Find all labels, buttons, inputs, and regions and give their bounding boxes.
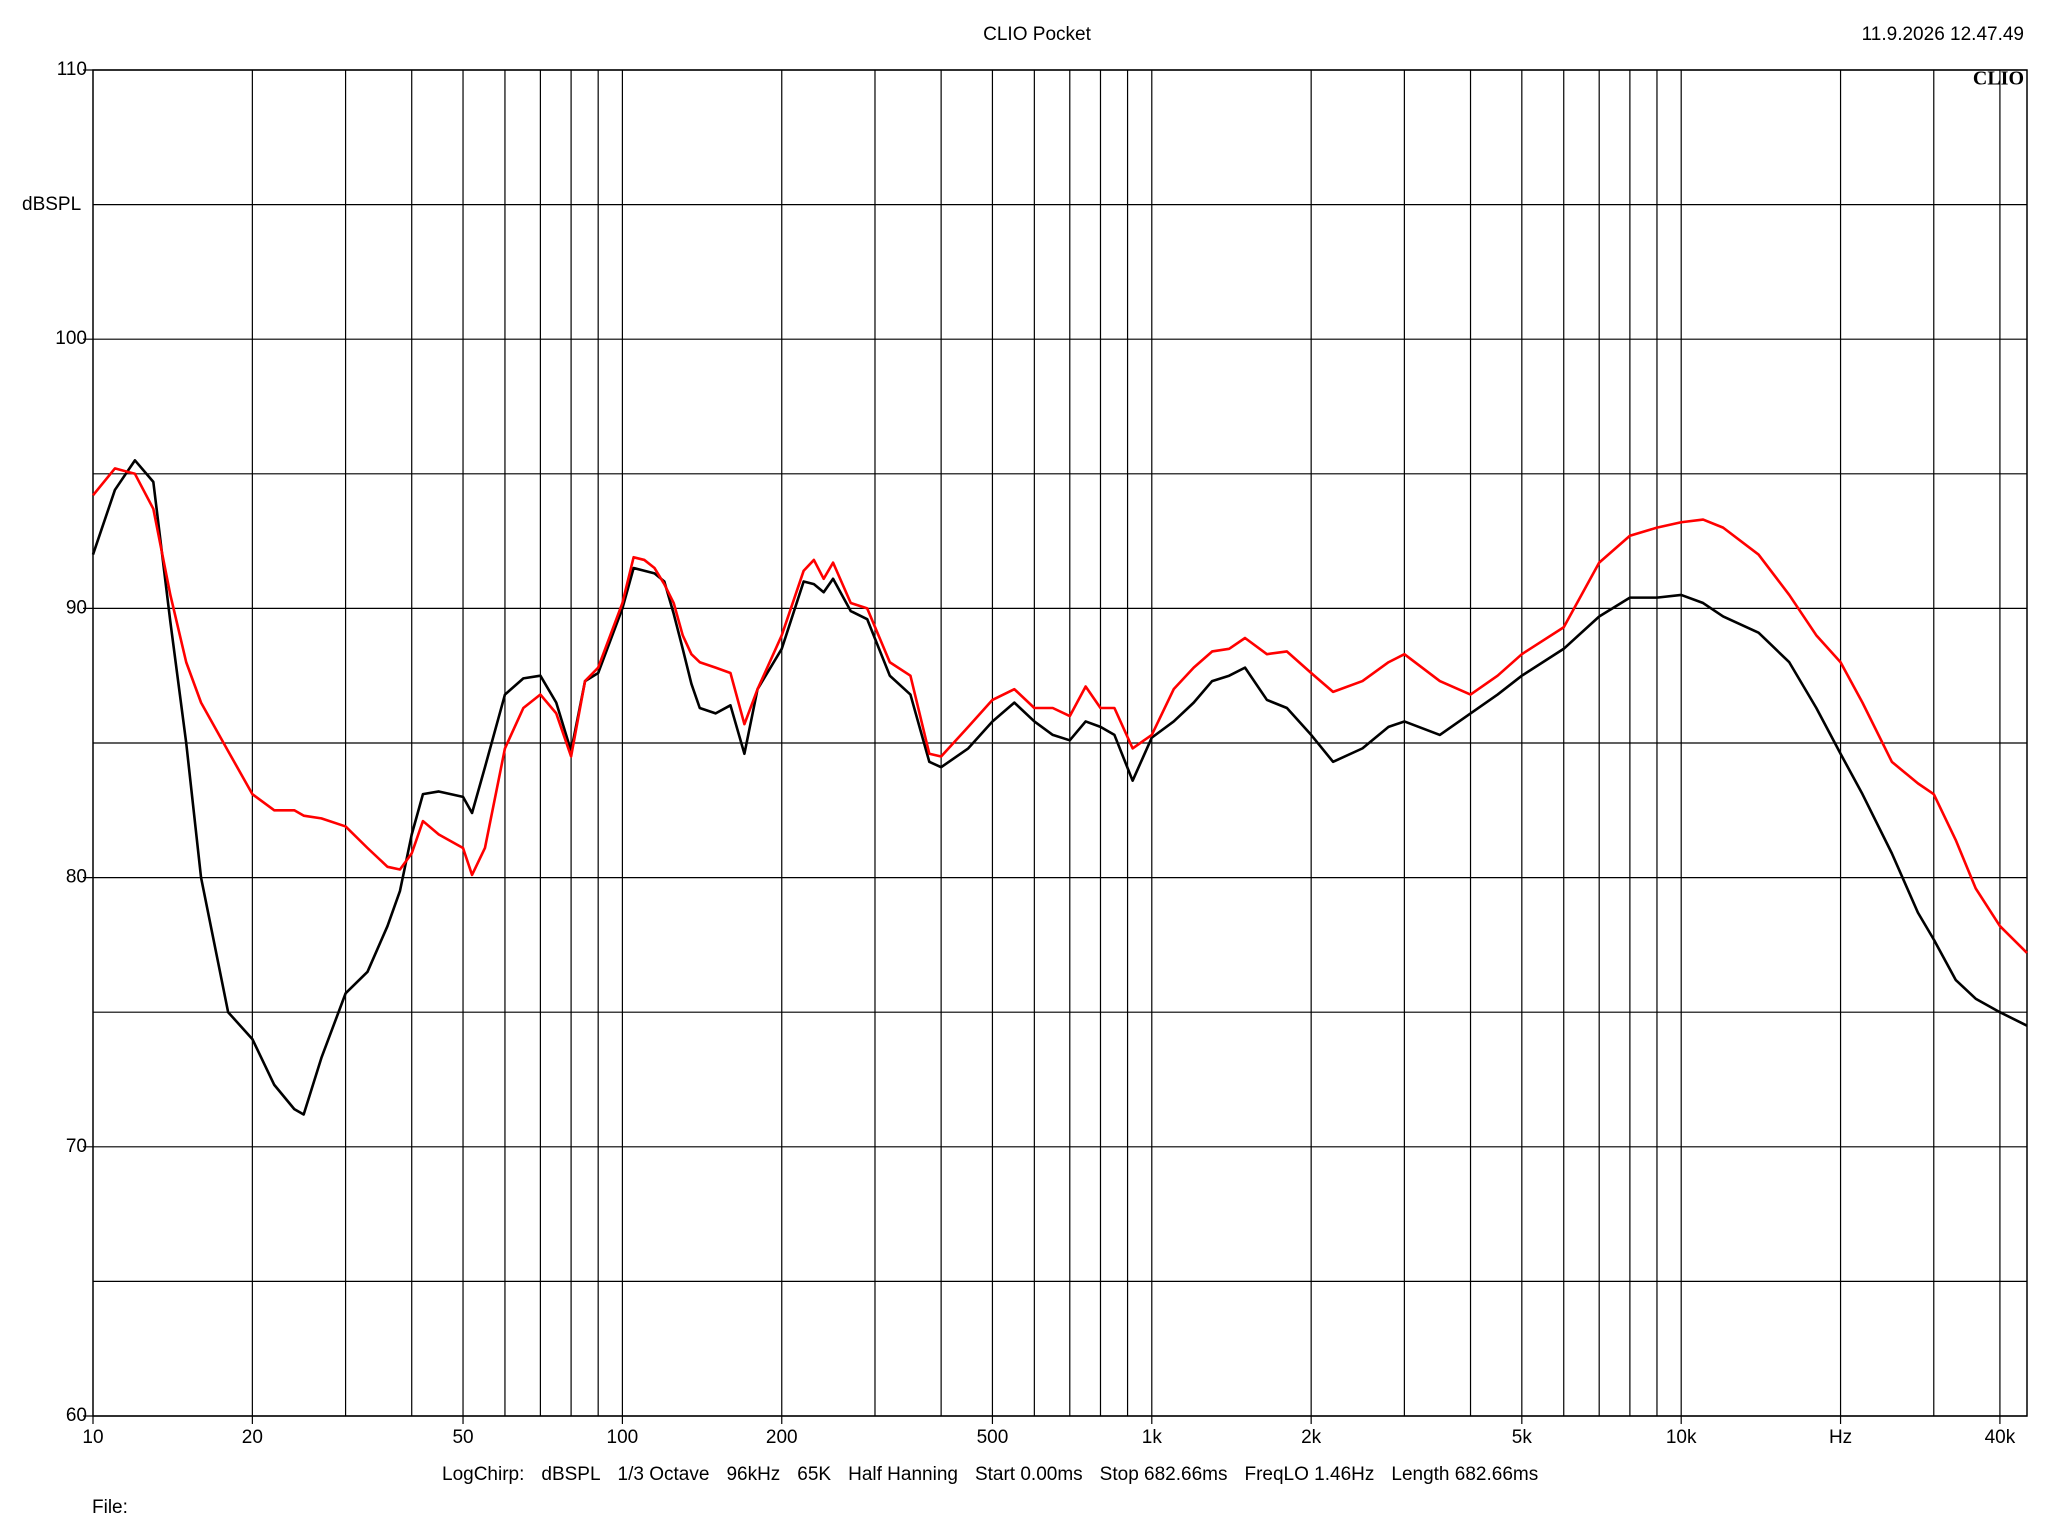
timestamp: 11.9.2026 12.47.49 [1862, 24, 2024, 45]
logo: CLIO [1973, 68, 2024, 90]
y-tick-label: 80 [66, 867, 87, 888]
setting: Half Hanning [848, 1464, 958, 1485]
setting: 96kHz [726, 1464, 780, 1485]
chart-title: CLIO Pocket [983, 24, 1091, 45]
setting: LogChirp: [442, 1464, 524, 1485]
x-tick-label: 1k [1142, 1427, 1163, 1448]
y-axis-label: dBSPL [22, 194, 81, 215]
x-tick-label: 50 [452, 1427, 473, 1448]
y-tick-label: 110 [57, 59, 87, 80]
setting: Length 682.66ms [1391, 1464, 1538, 1485]
x-tick-label: 200 [766, 1427, 798, 1448]
setting: Stop 682.66ms [1100, 1464, 1228, 1485]
y-tick-label: 70 [66, 1136, 87, 1157]
response-line [91, 459, 2028, 1116]
setting: 65K [797, 1464, 831, 1485]
y-tick-label: 90 [66, 597, 87, 618]
y-tick-label: 60 [66, 1405, 87, 1426]
x-tick-label: 5k [1512, 1427, 1533, 1448]
x-tick-label: 10 [82, 1427, 103, 1448]
response-line [91, 467, 2028, 954]
file-label: File: [92, 1497, 128, 1518]
plot-frame [92, 69, 2028, 1417]
x-tick-label: 100 [607, 1427, 639, 1448]
y-tick-label: 100 [55, 328, 87, 349]
setting: Start 0.00ms [975, 1464, 1083, 1485]
x-tick-label: 2k [1301, 1427, 1322, 1448]
setting: FreqLO 1.46Hz [1244, 1464, 1374, 1485]
x-tick-label: 10k [1666, 1427, 1697, 1448]
x-tick-label: 40k [1985, 1427, 2016, 1448]
x-tick-label: Hz [1829, 1427, 1852, 1448]
setting: 1/3 Octave [618, 1464, 710, 1485]
x-tick-label: 500 [977, 1427, 1009, 1448]
x-tick-label: 20 [242, 1427, 263, 1448]
setting: dBSPL [541, 1464, 600, 1485]
